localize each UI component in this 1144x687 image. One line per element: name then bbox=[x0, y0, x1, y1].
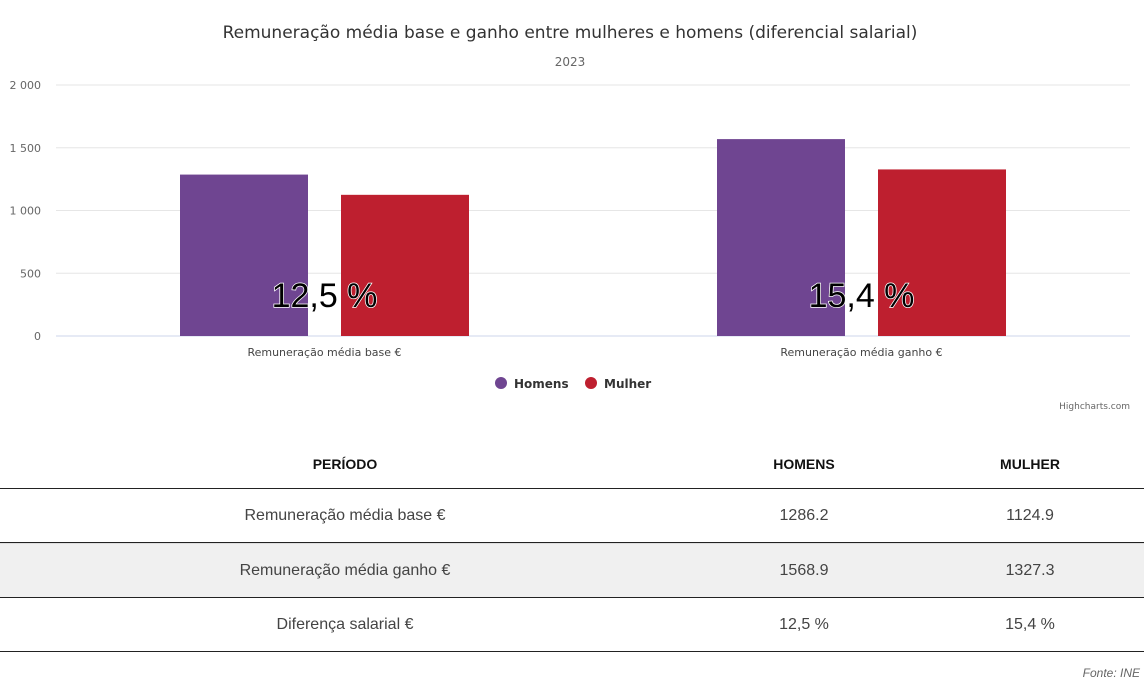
legend-item-homens[interactable]: Homens bbox=[514, 377, 569, 391]
cell-period: Remuneração média ganho € bbox=[239, 561, 451, 579]
bar-mulher bbox=[341, 194, 469, 336]
bar-homens bbox=[180, 174, 308, 336]
y-tick-label: 2 000 bbox=[10, 79, 42, 92]
legend-marker-icon bbox=[585, 377, 597, 389]
y-tick-label: 1 000 bbox=[10, 205, 42, 218]
table-row: Diferença salarial € 12,5 % 15,4 % bbox=[0, 598, 1144, 652]
y-tick-label: 0 bbox=[34, 330, 41, 343]
credits-link[interactable]: Highcharts.com bbox=[1059, 402, 1130, 412]
bar-homens bbox=[717, 139, 845, 336]
header-homens: HOMENS bbox=[773, 456, 835, 472]
legend-item-mulher[interactable]: Mulher bbox=[604, 377, 651, 391]
cell-mulher: 1124.9 bbox=[1006, 506, 1054, 524]
chart-subtitle: 2023 bbox=[555, 55, 586, 69]
y-tick-label: 1 500 bbox=[10, 142, 42, 155]
cell-mulher: 1327.3 bbox=[1005, 561, 1055, 579]
bar-mulher bbox=[878, 169, 1006, 336]
data-table: PERÍODO HOMENS MULHER Remuneração média … bbox=[0, 440, 1144, 652]
cell-homens: 1286.2 bbox=[779, 506, 829, 524]
header-mulher: MULHER bbox=[1000, 456, 1060, 472]
table-row: Remuneração média base € 1286.2 1124.9 bbox=[0, 489, 1144, 543]
data-annotation: 12,5 % bbox=[272, 277, 378, 315]
x-tick-label: Remuneração média ganho € bbox=[780, 346, 942, 359]
chart-title: Remuneração média base e ganho entre mul… bbox=[223, 23, 918, 43]
cell-period: Diferença salarial € bbox=[276, 615, 414, 633]
table-header: PERÍODO HOMENS MULHER bbox=[0, 440, 1144, 489]
cell-mulher: 15,4 % bbox=[1005, 615, 1055, 633]
header-periodo: PERÍODO bbox=[312, 456, 378, 472]
bar-chart: Remuneração média base e ganho entre mul… bbox=[10, 23, 1130, 412]
legend-marker-icon bbox=[495, 377, 507, 389]
source-note: Fonte: INE bbox=[1082, 666, 1140, 680]
x-tick-label: Remuneração média base € bbox=[247, 346, 401, 359]
y-tick-label: 500 bbox=[20, 267, 41, 280]
cell-homens: 12,5 % bbox=[779, 615, 829, 633]
table-row: Remuneração média ganho € 1568.9 1327.3 bbox=[0, 543, 1144, 598]
data-annotation: 15,4 % bbox=[809, 277, 915, 315]
cell-period: Remuneração média base € bbox=[244, 506, 446, 524]
cell-homens: 1568.9 bbox=[779, 561, 829, 579]
